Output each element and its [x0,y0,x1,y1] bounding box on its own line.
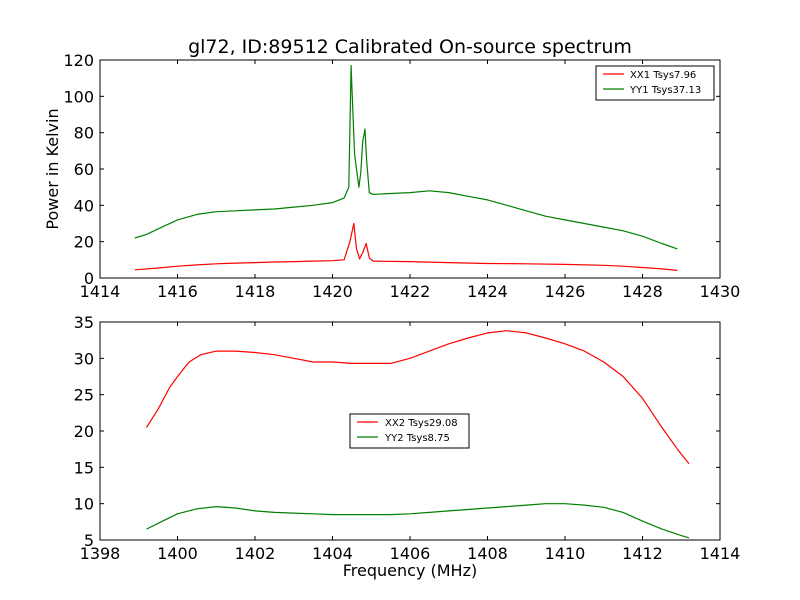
series-line-yy2 [146,503,690,539]
x-tick-label: 1398 [80,544,121,563]
legend-label-xx2: XX2 Tsys29.08 [385,418,458,429]
x-tick-label: 1428 [622,282,663,301]
y-tick-label: 25 [74,386,94,405]
y-tick-label: 80 [74,124,94,143]
y-tick-label: 120 [63,51,94,70]
x-axis-title: Frequency (MHz) [343,561,477,580]
x-tick-label: 1414 [80,282,121,301]
y-tick-label: 15 [74,458,94,477]
y-tick-label: 35 [74,313,94,332]
legend-box [595,65,715,101]
x-tick-label: 1410 [545,544,586,563]
chart-title: gl72, ID:89512 Calibrated On-source spec… [188,36,632,58]
y-tick-label: 60 [74,160,94,179]
y-tick-label: 5 [84,531,94,550]
y-axis-title: Power in Kelvin [43,108,62,229]
legend-box [349,413,470,449]
y-tick-label: 100 [63,87,94,106]
y-tick-label: 40 [74,196,94,215]
y-tick-label: 30 [74,349,94,368]
y-tick-label: 10 [74,495,94,514]
legend: XX1 Tsys7.96 YY1 Tsys37.13 [595,65,715,101]
legend-label-xx1: XX1 Tsys7.96 [630,70,696,81]
series-line-yy1 [134,64,678,250]
x-tick-label: 1402 [235,544,276,563]
legend-label-yy1: YY1 Tsys37.13 [629,85,701,96]
x-tick-label: 1422 [390,282,431,301]
x-tick-label: 1414 [700,544,741,563]
x-tick-label: 1430 [700,282,741,301]
x-tick-label: 1400 [157,544,198,563]
y-tick-label: 20 [74,422,94,441]
series-line-xx1 [134,222,678,271]
x-tick-label: 1420 [312,282,353,301]
x-tick-label: 1426 [545,282,586,301]
x-tick-label: 1424 [467,282,508,301]
x-tick-label: 1416 [157,282,198,301]
legend-label-yy2: YY2 Tsys8.75 [384,433,450,444]
x-tick-label: 1418 [235,282,276,301]
y-tick-label: 0 [84,269,94,288]
legend: XX2 Tsys29.08 YY2 Tsys8.75 [349,413,470,449]
y-tick-label: 20 [74,233,94,252]
series-line-xx2 [145,330,690,465]
x-tick-label: 1404 [312,544,353,563]
spectrum-plot-top: gl72, ID:89512 Calibrated On-source spec… [43,36,740,301]
x-tick-label: 1412 [622,544,663,563]
x-tick-label: 1406 [390,544,431,563]
x-tick-label: 1408 [467,544,508,563]
spectrum-plot-bottom: 1398 1400 1402 1404 1406 1408 1410 1412 1414 5 10 1… [74,313,741,580]
